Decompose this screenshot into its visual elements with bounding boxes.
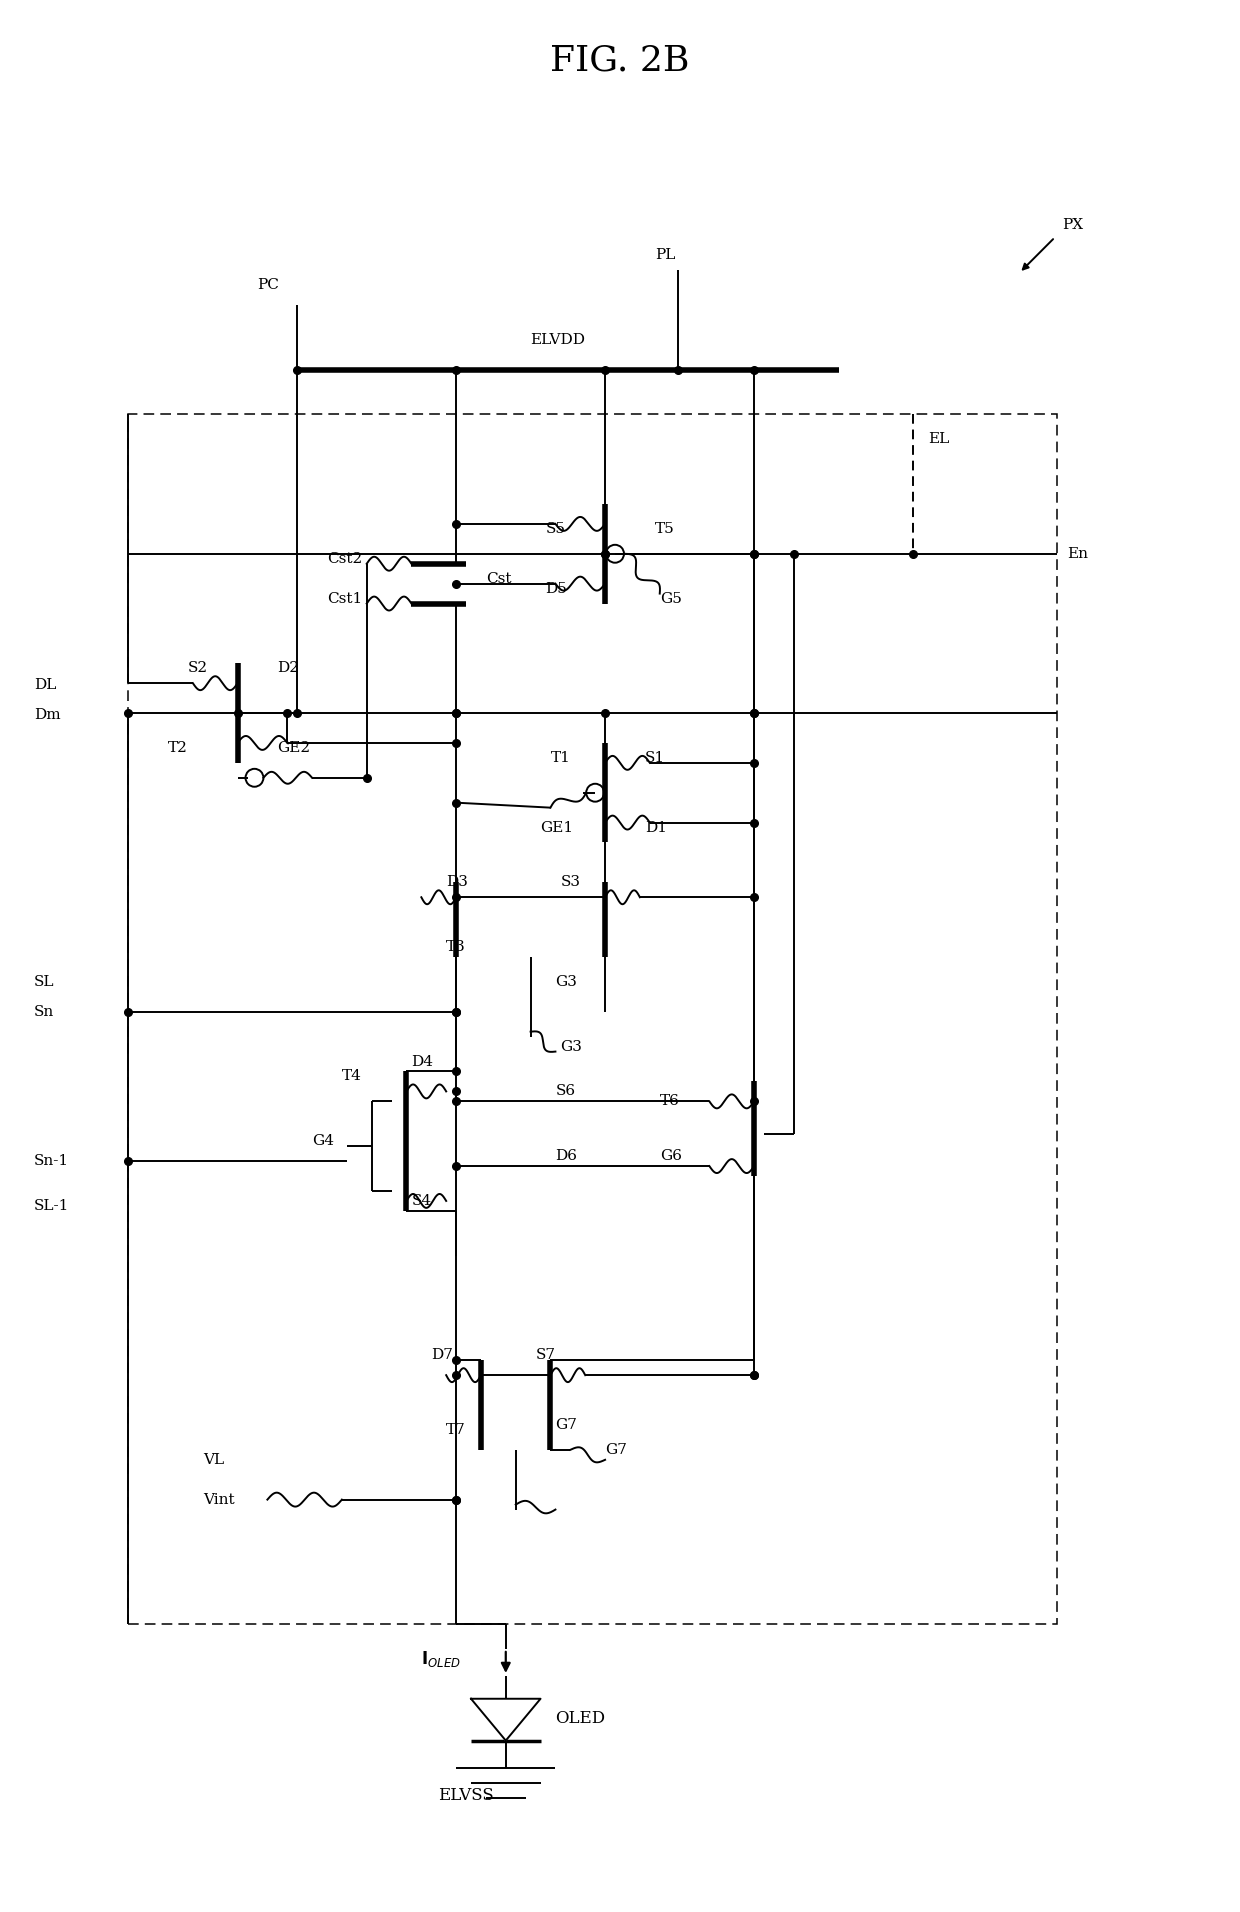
Text: G4: G4 <box>312 1134 334 1149</box>
Text: G3: G3 <box>556 975 578 989</box>
Text: D5: D5 <box>546 581 568 597</box>
Bar <box>128 415 1056 1623</box>
Text: S1: S1 <box>645 751 665 765</box>
Text: T3: T3 <box>446 941 466 954</box>
Text: ELVSS: ELVSS <box>438 1788 494 1803</box>
Text: S2: S2 <box>188 662 208 675</box>
Text: D7: D7 <box>432 1348 453 1361</box>
Text: S4: S4 <box>412 1193 432 1208</box>
Text: G7: G7 <box>605 1444 627 1457</box>
Text: EL: EL <box>928 432 949 445</box>
Text: D4: D4 <box>412 1055 434 1069</box>
Text: PX: PX <box>1061 218 1083 231</box>
Text: S7: S7 <box>536 1348 556 1361</box>
Text: T4: T4 <box>342 1069 362 1084</box>
Text: T7: T7 <box>446 1423 466 1438</box>
Text: D1: D1 <box>645 820 667 834</box>
Text: Cst2: Cst2 <box>327 553 362 566</box>
Text: Cst1: Cst1 <box>327 591 362 606</box>
Text: DL: DL <box>33 679 56 692</box>
Text: ELVDD: ELVDD <box>531 333 585 346</box>
Text: SL-1: SL-1 <box>33 1199 69 1212</box>
Text: T2: T2 <box>169 742 188 755</box>
Text: Sn-1: Sn-1 <box>33 1155 69 1168</box>
Text: G5: G5 <box>660 591 682 606</box>
Polygon shape <box>471 1698 541 1740</box>
Text: Vint: Vint <box>203 1493 234 1507</box>
Text: Dm: Dm <box>33 707 61 723</box>
Text: S5: S5 <box>546 522 565 535</box>
Text: T6: T6 <box>660 1094 680 1109</box>
Text: D2: D2 <box>278 662 299 675</box>
Text: PC: PC <box>258 277 279 293</box>
Text: GE1: GE1 <box>541 820 574 834</box>
Text: PL: PL <box>655 249 675 262</box>
Text: S3: S3 <box>560 876 580 889</box>
Text: T5: T5 <box>655 522 675 535</box>
Text: G7: G7 <box>556 1419 578 1432</box>
Text: VL: VL <box>203 1453 224 1467</box>
Text: Cst: Cst <box>486 572 511 585</box>
Text: T1: T1 <box>551 751 570 765</box>
Text: SL: SL <box>33 975 55 989</box>
Text: D3: D3 <box>446 876 467 889</box>
Text: D6: D6 <box>556 1149 578 1162</box>
Text: En: En <box>1066 547 1087 560</box>
Text: S6: S6 <box>556 1084 575 1097</box>
Text: G3: G3 <box>560 1040 583 1054</box>
Text: G6: G6 <box>660 1149 682 1162</box>
Text: GE2: GE2 <box>278 742 310 755</box>
Text: FIG. 2B: FIG. 2B <box>551 44 689 78</box>
Text: Sn: Sn <box>33 1004 55 1019</box>
Text: OLED: OLED <box>556 1709 605 1727</box>
Text: $\mathbf{I}_{OLED}$: $\mathbf{I}_{OLED}$ <box>422 1648 461 1669</box>
